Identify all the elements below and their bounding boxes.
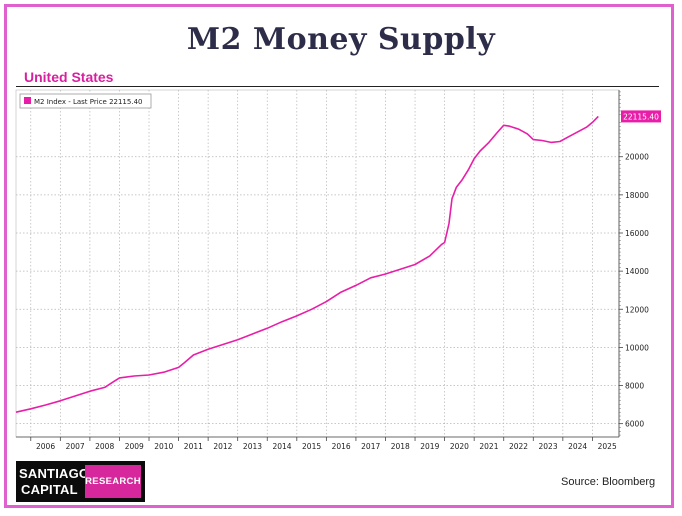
y-tick-label: 16000 (625, 229, 649, 238)
legend-swatch (24, 97, 31, 104)
x-tick-label: 2017 (361, 442, 380, 451)
x-tick-label: 2015 (302, 442, 321, 451)
y-tick-label: 20000 (625, 153, 649, 162)
last-price-label: 22115.40 (623, 112, 659, 121)
x-tick-label: 2014 (272, 442, 291, 451)
legend-box (19, 93, 152, 109)
last-price-box (621, 110, 661, 123)
chart-subtitle: United States (24, 69, 114, 85)
legend-entry: M2 Index - Last Price 22115.40 (34, 98, 142, 106)
logo-text-line1: SANTIAGO (19, 466, 90, 481)
tick-layer: 6000 8000 10000 12000 14000 16000 18000 20000 20… (16, 90, 649, 451)
x-tick-label: 2020 (450, 442, 469, 451)
grid-layer (15, 89, 620, 438)
y-tick-label: 14000 (625, 267, 649, 276)
x-tick-label: 2023 (539, 442, 558, 451)
x-tick-label: 2013 (243, 442, 262, 451)
x-tick-label: 2009 (125, 442, 144, 451)
y-tick-label: 10000 (625, 343, 649, 352)
page-title: M2 Money Supply (186, 22, 496, 57)
outer-frame (4, 4, 674, 508)
x-tick-label: 2021 (479, 442, 498, 451)
x-tick-label: 2022 (509, 442, 528, 451)
company-logo: SANTIAGO CAPITAL RESEARCH (16, 461, 145, 502)
plot-area (15, 89, 620, 438)
x-tick-label: 2016 (332, 442, 351, 451)
y-tick-label: 8000 (625, 382, 644, 391)
series-layer (15, 115, 599, 413)
last-price-tag: 22115.40 (621, 110, 661, 123)
x-tick-label: 2025 (598, 442, 617, 451)
x-tick-label: 2008 (95, 442, 114, 451)
source-note: Source: Bloomberg (561, 476, 656, 488)
logo-badge: RESEARCH (85, 465, 141, 498)
x-tick-label: 2012 (213, 442, 232, 451)
y-tick-label: 12000 (625, 305, 649, 314)
x-tick-label: 2011 (184, 442, 203, 451)
x-tick-label: 2006 (36, 442, 55, 451)
y-tick-label: 18000 (625, 191, 649, 200)
series-line-m2 (15, 115, 599, 413)
x-tick-label: 2018 (391, 442, 410, 451)
legend: M2 Index - Last Price 22115.40 (19, 93, 152, 109)
y-tick-label: 6000 (625, 420, 644, 429)
logo-text-line2: CAPITAL (21, 482, 78, 497)
x-tick-label: 2019 (420, 442, 439, 451)
x-tick-label: 2010 (154, 442, 173, 451)
x-tick-label: 2024 (568, 442, 587, 451)
divider (16, 86, 659, 87)
x-tick-label: 2007 (66, 442, 85, 451)
